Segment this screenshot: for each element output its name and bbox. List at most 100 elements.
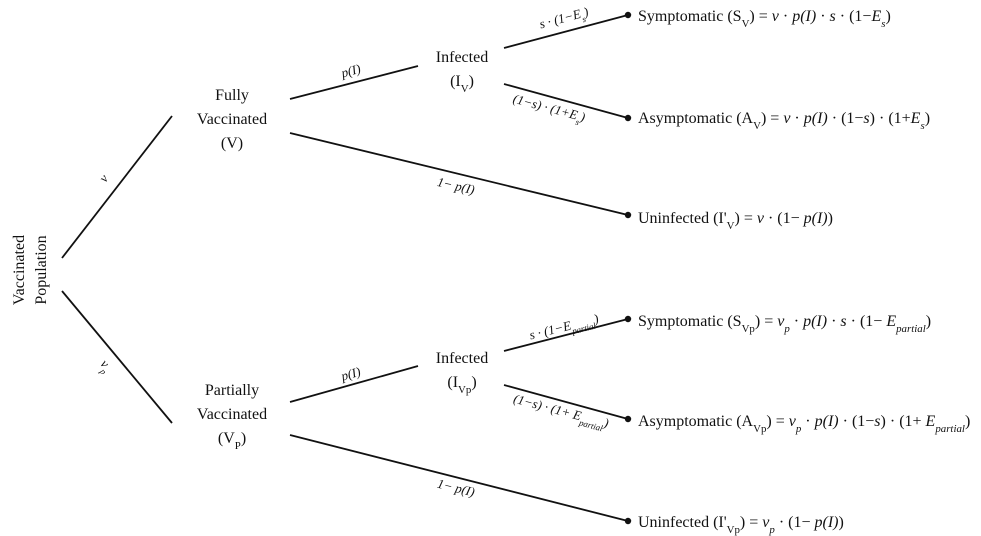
text-run: ·: [827, 313, 840, 330]
text-run: P: [235, 440, 241, 452]
text-run: s: [881, 18, 885, 30]
text-run: v: [762, 514, 770, 531]
text-run: Fully: [215, 87, 249, 104]
text-run: · (1−: [775, 514, 815, 531]
text-run: Infected: [436, 49, 488, 66]
text-run: · (1−: [839, 413, 875, 430]
text-run: Symptomatic (S: [638, 8, 742, 25]
text-run: ) =: [740, 514, 762, 531]
text-run: (V): [221, 135, 243, 152]
text-run: Uninfected (I': [638, 210, 727, 227]
text-run: V: [727, 220, 735, 232]
text-run: Vp: [742, 323, 756, 335]
text-run: ): [925, 110, 930, 127]
text-run: Vaccinated: [197, 406, 267, 423]
branch: [289, 365, 419, 403]
edge-label: s · (1−Es): [538, 4, 591, 35]
text-run: ): [591, 311, 600, 327]
branch: [503, 14, 629, 49]
text-run: v: [777, 313, 785, 330]
text-run: (1−s) · (1+ E: [512, 391, 583, 424]
text-run: v: [789, 413, 797, 430]
text-run: Symptomatic (S: [638, 313, 742, 330]
text-run: partial: [577, 417, 604, 433]
text-run: · (1−: [764, 210, 804, 227]
text-run: · (1−: [828, 110, 864, 127]
edge-label: (1−s) · (1+ Epartial): [511, 391, 611, 435]
text-run: p(I): [791, 8, 816, 25]
text-run: partial: [934, 423, 965, 435]
text-run: E: [910, 110, 921, 127]
text-run: V: [742, 18, 750, 30]
text-run: p(I): [802, 313, 827, 330]
root-node: Vaccinated Population: [11, 235, 50, 305]
leaf-label: Asymptomatic (AV) = v · p(I) · (1−s) · (…: [638, 110, 930, 132]
node: Partially Vaccinated (VP): [197, 382, 267, 452]
text-run: s: [830, 8, 836, 25]
edge-label: v: [96, 171, 112, 185]
text-run: Vaccinated: [197, 111, 267, 128]
node: Infected (IVp): [436, 350, 488, 396]
text-run: p(I): [814, 514, 839, 531]
text-run: p(I): [803, 110, 828, 127]
text-run: · (1−: [836, 8, 872, 25]
branch: [503, 318, 629, 352]
text-run: s: [874, 413, 880, 430]
node-label: (IV): [450, 73, 474, 95]
leaf-dot: [624, 415, 632, 423]
text-run: v: [96, 171, 112, 185]
text-run: ): [839, 514, 844, 531]
text-run: ) · (1+: [881, 413, 926, 430]
text-run: ): [926, 313, 931, 330]
edge-label: 1− p(I): [436, 476, 477, 500]
text-run: ) · (1+: [870, 110, 911, 127]
leaf-label: Uninfected (I'Vp) = vp · (1− p(I)): [638, 514, 844, 536]
text-run: E: [870, 8, 881, 25]
node: Infected (IV): [436, 49, 488, 95]
node-label: Infected: [436, 350, 488, 367]
text-run: ): [578, 109, 587, 125]
node-label: Partially: [205, 382, 259, 399]
leaf-dots: [624, 11, 632, 525]
text-run: ·: [779, 8, 792, 25]
text-run: partial: [895, 323, 926, 335]
branch: [503, 384, 629, 420]
text-run: ·: [790, 313, 803, 330]
branch: [503, 83, 629, 119]
text-run: ) =: [766, 413, 788, 430]
edge-label: s · (1−Epartial): [528, 311, 601, 347]
text-run: s: [863, 110, 869, 127]
text-run: V: [753, 120, 761, 132]
node-label: Infected: [436, 49, 488, 66]
text-run: Asymptomatic (A: [638, 413, 754, 430]
text-run: E: [925, 413, 936, 430]
node: Fully Vaccinated (V): [197, 87, 267, 152]
text-run: v: [772, 8, 780, 25]
branch: [289, 434, 629, 522]
node-label: Fully: [215, 87, 249, 104]
text-run: p(I): [814, 413, 839, 430]
text-run: · (1−: [847, 313, 887, 330]
branch: [61, 290, 173, 424]
text-run: s: [581, 14, 587, 25]
branch: [61, 115, 173, 259]
text-run: (I: [447, 374, 458, 391]
text-run: ·: [801, 413, 814, 430]
leaf-dot: [624, 11, 632, 19]
text-run: p: [97, 366, 109, 377]
edge-label: p(I): [339, 61, 363, 81]
text-run: p(I): [338, 364, 362, 384]
text-run: ): [471, 374, 476, 391]
node-label: (IVp): [447, 374, 476, 396]
text-run: p(I): [339, 61, 363, 81]
text-run: partial: [570, 320, 597, 336]
text-run: p(I): [803, 210, 828, 227]
text-run: ): [885, 8, 890, 25]
text-run: Vp: [458, 384, 472, 396]
text-run: Vp: [753, 423, 767, 435]
text-run: ·: [816, 8, 829, 25]
text-run: s: [840, 313, 846, 330]
node-label: Vaccinated: [197, 111, 267, 128]
text-run: Infected: [436, 350, 488, 367]
